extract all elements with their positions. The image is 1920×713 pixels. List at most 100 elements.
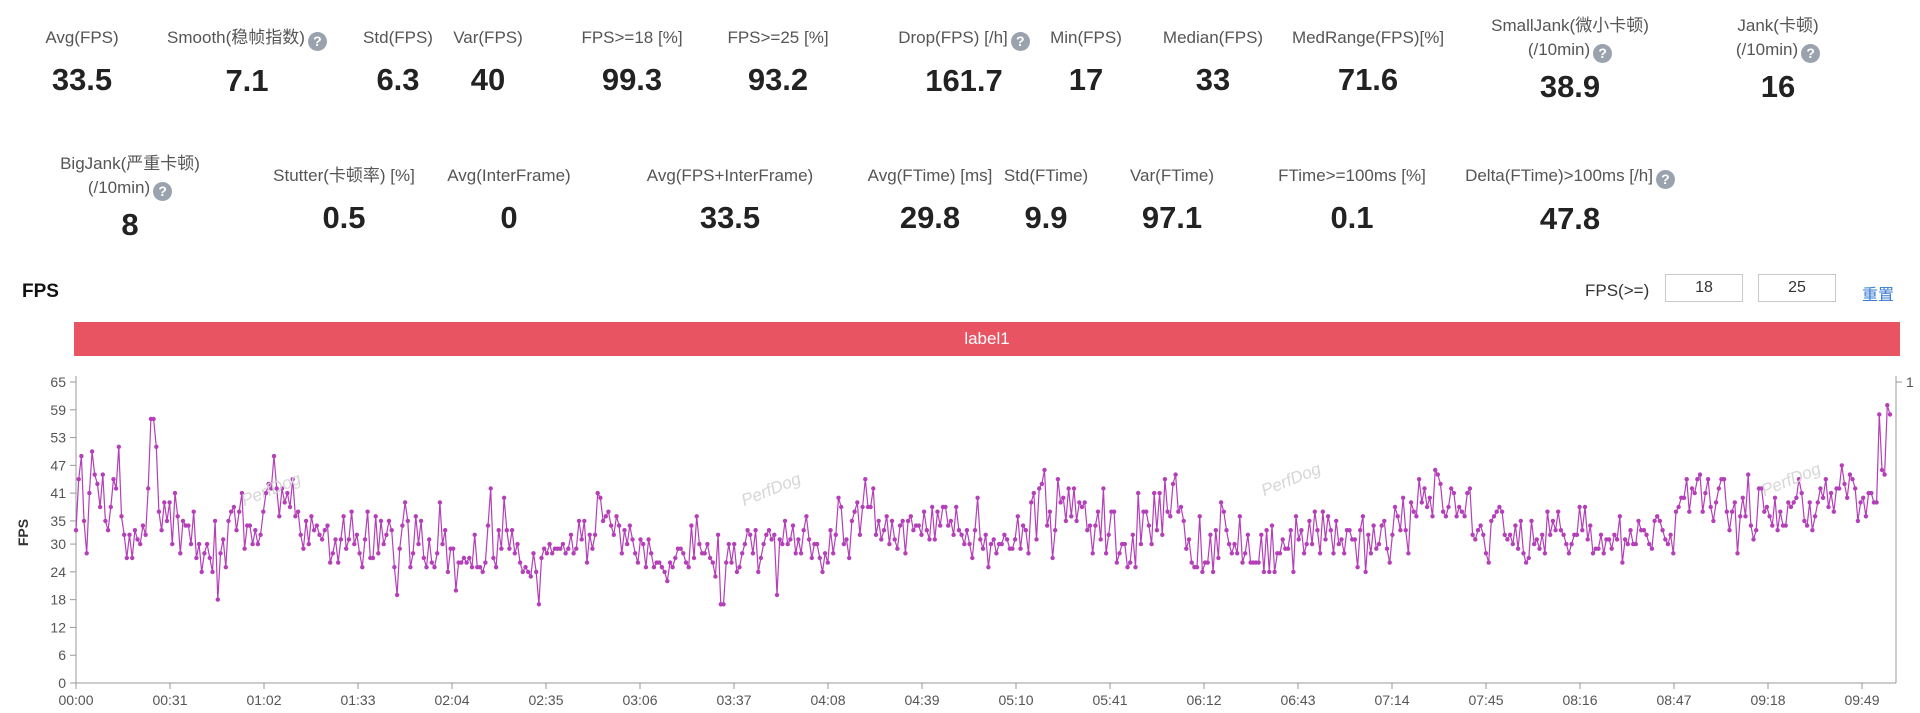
metric-label-text: FPS>=25 [%] bbox=[727, 28, 829, 47]
x-tick-label: 01:33 bbox=[340, 692, 375, 708]
fps-data-point bbox=[905, 518, 911, 524]
fps-data-point bbox=[1510, 541, 1516, 547]
fps-data-point bbox=[362, 537, 368, 542]
y-tick-label: 12 bbox=[50, 619, 66, 635]
fps-data-point bbox=[1082, 500, 1087, 505]
fps-data-point bbox=[116, 444, 122, 449]
fps-data-point bbox=[924, 528, 929, 533]
metric-card: Avg(FPS) 33.5 bbox=[0, 26, 212, 98]
fps-data-point bbox=[309, 514, 314, 519]
fps-data-point bbox=[1489, 518, 1494, 524]
label-bar[interactable]: label1 bbox=[74, 322, 1900, 356]
help-icon[interactable]: ? bbox=[307, 32, 327, 51]
fps-data-point bbox=[472, 532, 477, 537]
fps-data-point bbox=[908, 514, 913, 519]
fps-data-point bbox=[649, 551, 654, 556]
fps-data-point bbox=[504, 528, 509, 533]
fps-data-point bbox=[175, 514, 180, 519]
fps-data-point bbox=[1845, 495, 1850, 500]
fps-data-point bbox=[1799, 490, 1804, 496]
fps-data-point bbox=[1620, 560, 1625, 565]
fps-data-point bbox=[1598, 532, 1604, 537]
fps-data-point bbox=[1507, 532, 1513, 537]
fps-data-point bbox=[215, 597, 220, 602]
fps-data-point bbox=[435, 551, 440, 556]
fps-data-point bbox=[1590, 551, 1596, 556]
fps-data-point bbox=[402, 500, 408, 505]
fps-data-point bbox=[1494, 509, 1499, 514]
fps-data-point bbox=[1117, 551, 1122, 556]
fps-data-point bbox=[1087, 523, 1093, 528]
help-icon[interactable]: ? bbox=[1593, 44, 1613, 63]
fps-data-point bbox=[1358, 528, 1363, 533]
metric-label: SmallJank(微小卡顿) bbox=[1440, 14, 1700, 38]
fps-data-point bbox=[1727, 528, 1732, 533]
fps-data-point bbox=[611, 532, 616, 537]
fps-data-point bbox=[1823, 477, 1829, 482]
fps-data-point bbox=[774, 592, 780, 598]
fps-data-point bbox=[499, 546, 504, 551]
fps-data-point bbox=[683, 560, 689, 565]
fps-data-point bbox=[196, 541, 202, 547]
fps-data-point bbox=[1853, 486, 1858, 491]
help-icon[interactable]: ? bbox=[1801, 44, 1821, 63]
fps-line-chart: 1 0 6 12 18 24 30 35 41 47 53 59 65 FPS 00:00 00:31 01:0… bbox=[15, 374, 1914, 708]
fps-data-point bbox=[1564, 541, 1569, 547]
fps-data-point bbox=[584, 560, 590, 565]
metric-label-text: Std(FPS) bbox=[363, 28, 433, 47]
fps-data-point bbox=[416, 541, 421, 547]
fps-data-point bbox=[218, 551, 223, 556]
fps-data-point bbox=[178, 551, 183, 556]
fps-data-point bbox=[290, 477, 295, 482]
fps-data-point bbox=[1406, 551, 1411, 556]
fps-data-point bbox=[1165, 509, 1170, 514]
x-tick-label: 04:39 bbox=[904, 692, 939, 708]
fps-data-point bbox=[1465, 490, 1470, 496]
fps-data-point bbox=[1213, 528, 1219, 533]
fps-data-point bbox=[172, 490, 178, 496]
fps-data-point bbox=[1601, 551, 1606, 556]
fps-data-point bbox=[1775, 528, 1780, 533]
fps-threshold-low-input[interactable] bbox=[1665, 274, 1743, 302]
fps-data-point bbox=[1692, 490, 1697, 496]
fps-data-point bbox=[491, 555, 496, 561]
fps-data-point bbox=[105, 528, 111, 533]
fps-data-point bbox=[1882, 472, 1887, 477]
x-tick-label: 08:47 bbox=[1656, 692, 1691, 708]
fps-data-point bbox=[1226, 541, 1232, 547]
fps-data-point bbox=[855, 500, 860, 505]
fps-data-point bbox=[1053, 528, 1058, 533]
fps-data-point bbox=[87, 490, 92, 496]
x-tick-label: 06:43 bbox=[1280, 692, 1315, 708]
metric-label-unit: (/10min)? bbox=[0, 176, 260, 201]
fps-data-point bbox=[638, 537, 643, 542]
fps-data-point bbox=[247, 523, 253, 528]
metric-card: SmallJank(微小卡顿) (/10min)? 38.9 bbox=[1440, 14, 1700, 105]
metric-label: Avg(FPS) bbox=[0, 26, 212, 50]
reset-link[interactable]: 重置 bbox=[1862, 287, 1895, 304]
fps-data-point bbox=[544, 551, 550, 556]
fps-data-point bbox=[1146, 523, 1152, 528]
fps-data-point bbox=[740, 551, 745, 556]
fps-data-point bbox=[1085, 528, 1090, 533]
fps-data-point bbox=[715, 532, 721, 537]
fps-data-point bbox=[536, 602, 542, 607]
fps-data-point bbox=[1764, 504, 1770, 510]
fps-data-point bbox=[967, 541, 972, 547]
y-tick-label: 24 bbox=[50, 564, 66, 580]
metric-label: MedRange(FPS)[%] bbox=[1238, 26, 1498, 50]
metric-label-text: Avg(FPS+InterFrame) bbox=[646, 166, 814, 185]
fps-data-point bbox=[1446, 504, 1451, 510]
fps-data-point bbox=[598, 495, 603, 500]
fps-threshold-high-input[interactable] bbox=[1758, 274, 1836, 302]
help-icon[interactable]: ? bbox=[1655, 170, 1675, 189]
fps-data-point bbox=[138, 541, 143, 547]
fps-data-point bbox=[603, 514, 608, 519]
fps-data-point bbox=[210, 569, 215, 575]
fps-data-point bbox=[1711, 518, 1716, 524]
fps-data-point bbox=[1700, 509, 1705, 514]
help-icon[interactable]: ? bbox=[1010, 32, 1030, 51]
help-icon[interactable]: ? bbox=[153, 182, 173, 201]
fps-data-point bbox=[1826, 504, 1831, 510]
metric-label: FPS>=25 [%] bbox=[648, 26, 908, 50]
